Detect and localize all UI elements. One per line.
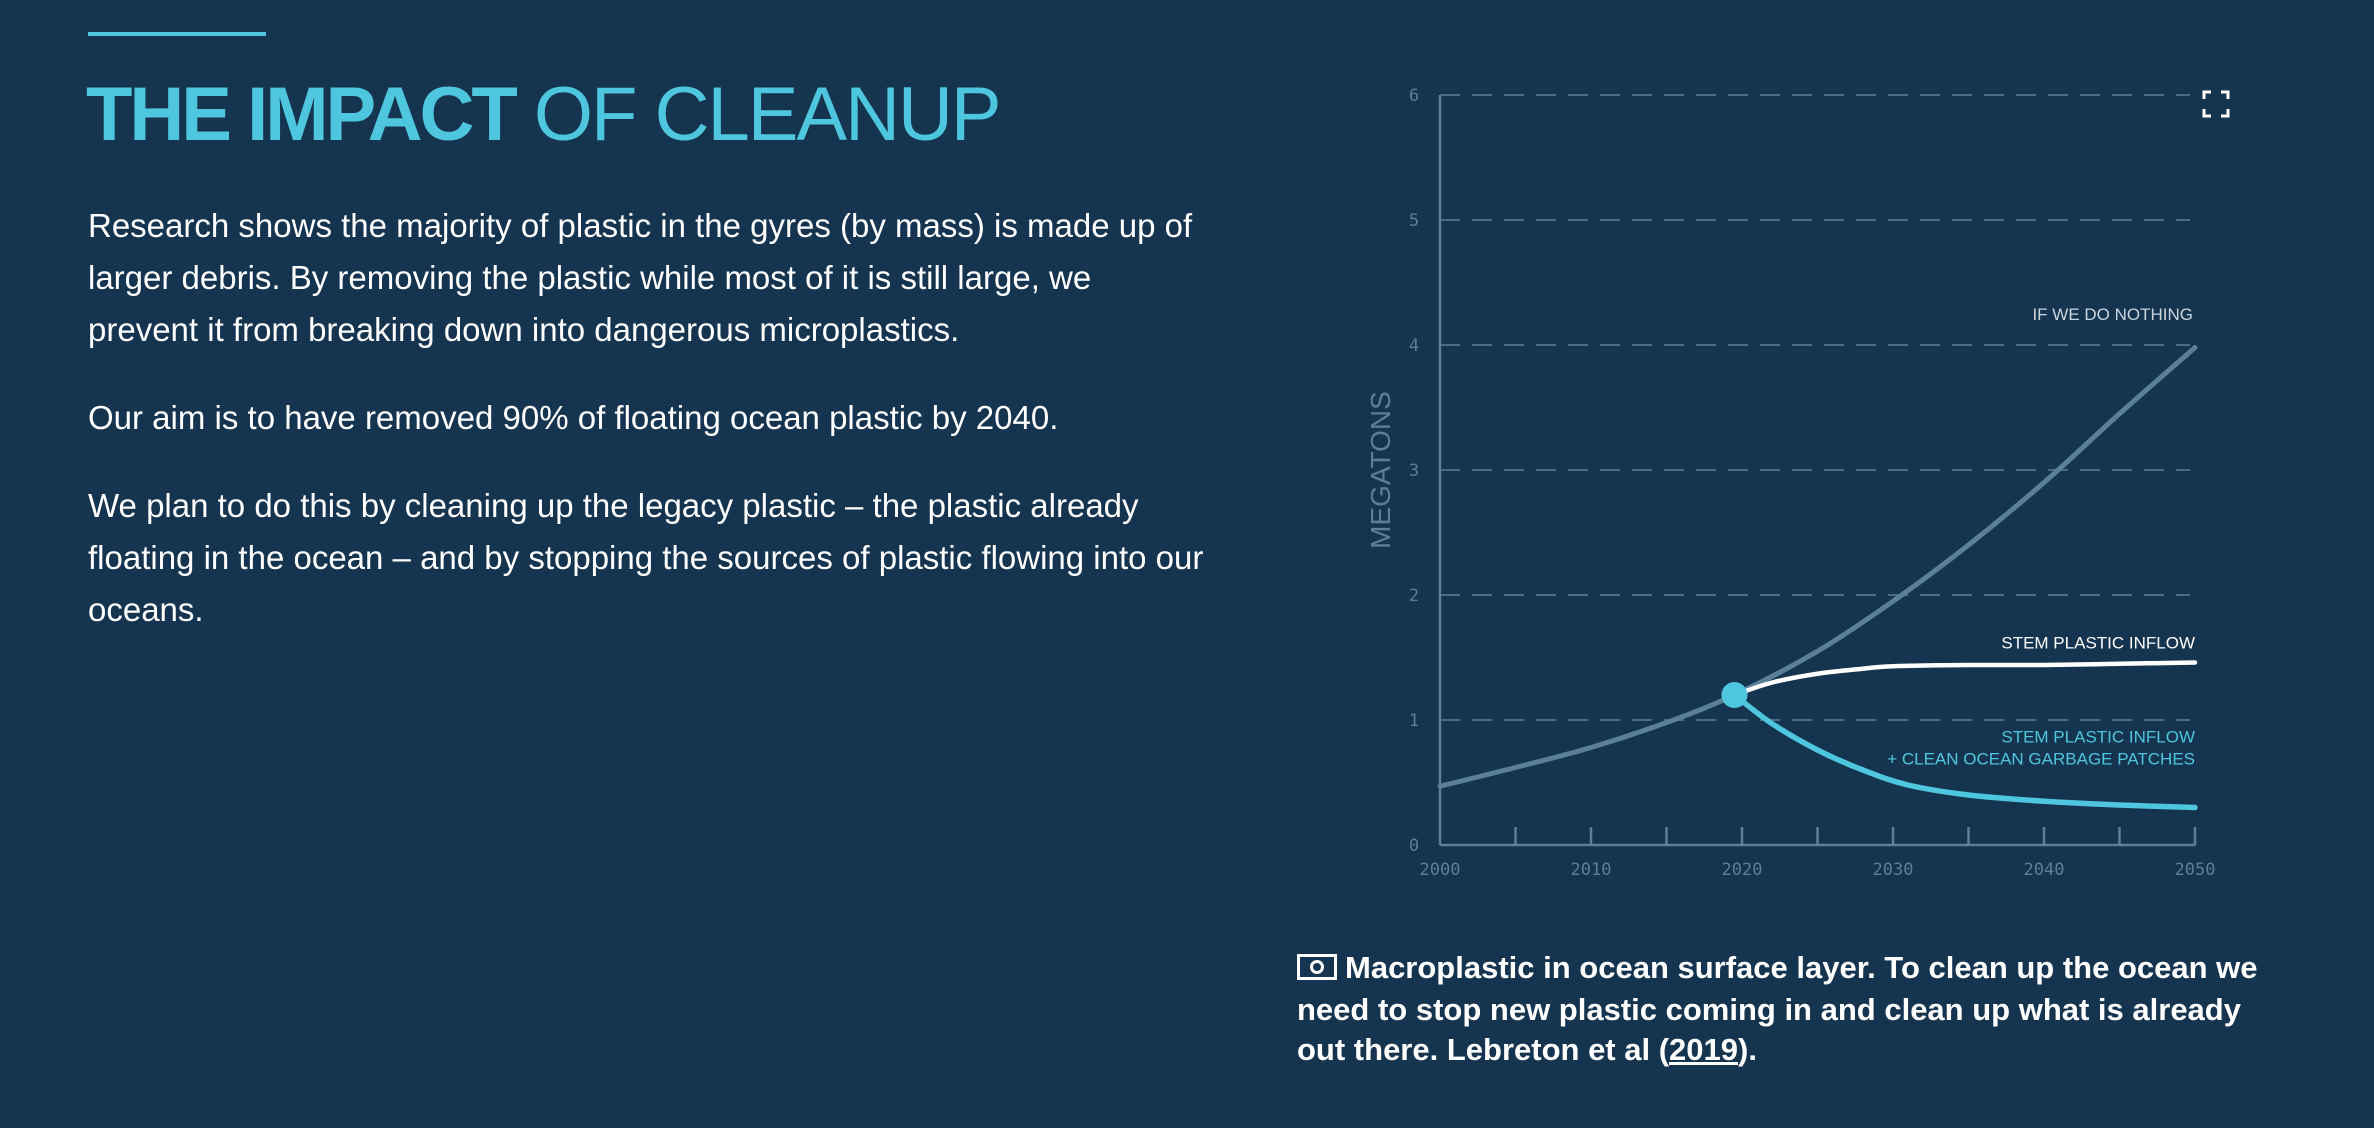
- y-tick-label: 1: [1409, 711, 1419, 731]
- x-tick-label: 2000: [1420, 860, 1461, 880]
- camera-icon: [1297, 950, 1337, 990]
- figure-caption: Macroplastic in ocean surface layer. To …: [1297, 948, 2287, 1070]
- x-tick-label: 2020: [1722, 860, 1763, 880]
- label-stem-inflow: STEM PLASTIC INFLOW: [2001, 634, 2195, 653]
- y-tick-label: 6: [1409, 86, 1419, 106]
- caption-text-end: ).: [1738, 1032, 1757, 1067]
- x-tick-label: 2010: [1571, 860, 1612, 880]
- series-line-do-nothing: [1437, 345, 2198, 789]
- caption-text: Macroplastic in ocean surface layer. To …: [1297, 950, 2258, 1067]
- intro-text: Research shows the majority of plastic i…: [88, 200, 1208, 672]
- page-title: THE IMPACT OF CLEANUP: [86, 70, 1002, 160]
- y-tick-label: 5: [1409, 211, 1419, 231]
- x-tick-label: 2040: [2024, 860, 2065, 880]
- paragraph-aim: Our aim is to have removed 90% of floati…: [88, 399, 1059, 436]
- paragraph-plan: We plan to do this by cleaning up the le…: [88, 487, 1204, 628]
- page-title-light: OF CLEANUP: [533, 72, 1002, 157]
- accent-line: [88, 32, 266, 36]
- x-tick-label: 2050: [2175, 860, 2216, 880]
- label-stem-and-clean-line1: STEM PLASTIC INFLOW: [2001, 728, 2195, 747]
- y-tick-label: 3: [1409, 461, 1419, 481]
- intersection-marker: [1721, 682, 1748, 708]
- y-axis-label: MEGATONS: [1365, 391, 1396, 549]
- series-line-stem-inflow: [1732, 660, 2198, 698]
- y-tick-label: 2: [1409, 586, 1419, 606]
- series-line-stem-and-clean: [1731, 692, 2198, 811]
- label-stem-and-clean-line2: + CLEAN OCEAN GARBAGE PATCHES: [1887, 750, 2195, 769]
- page-title-bold: THE IMPACT: [86, 72, 518, 157]
- impact-chart: 0 1 2 3 4 5 6 2000 2010 2020 2030 2040 2050 MEGATONS I…: [1340, 70, 2240, 900]
- expand-icon[interactable]: [2202, 90, 2230, 118]
- chart-svg: 0 1 2 3 4 5 6 2000 2010 2020 2030 2040 2050 MEGATONS I…: [1365, 86, 2216, 880]
- paragraph-research: Research shows the majority of plastic i…: [88, 207, 1193, 348]
- y-tick-label: 4: [1409, 336, 1419, 356]
- x-tick-label: 2030: [1873, 860, 1914, 880]
- citation-link[interactable]: 2019: [1669, 1032, 1738, 1067]
- y-tick-label: 0: [1409, 836, 1419, 856]
- label-do-nothing: IF WE DO NOTHING: [2032, 305, 2193, 324]
